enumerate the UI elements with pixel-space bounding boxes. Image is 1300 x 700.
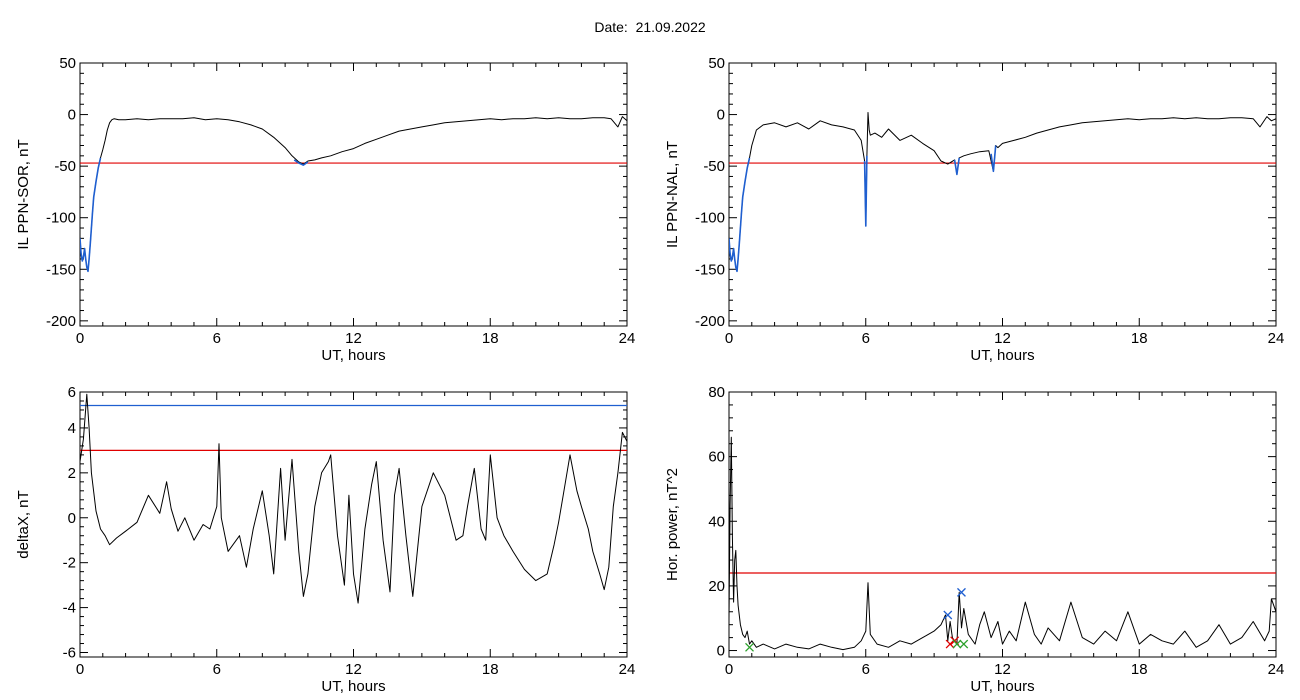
- marker-stroke: [945, 639, 955, 649]
- y-tick-label: -2: [63, 555, 76, 572]
- y-tick-label: 0: [68, 107, 76, 124]
- y-tick-label: -100: [695, 210, 725, 227]
- y-tick-label: 2: [68, 465, 76, 482]
- x-axis-label: UT, hours: [321, 678, 385, 695]
- x-axis-label: UT, hours: [321, 347, 385, 364]
- series-line: [80, 393, 627, 604]
- y-tick-label: 60: [708, 449, 725, 466]
- data-marker: [959, 639, 969, 649]
- x-tick-label: 18: [482, 661, 499, 678]
- x-tick-label: 0: [76, 661, 84, 678]
- y-tick-label: 4: [68, 420, 76, 437]
- plot-frame: [728, 391, 1277, 658]
- x-tick-label: 0: [725, 661, 733, 678]
- x-axis-label: UT, hours: [970, 347, 1034, 364]
- x-tick-label: 12: [345, 330, 362, 347]
- series-line: [729, 436, 1276, 651]
- x-tick-label: 6: [862, 661, 870, 678]
- series-line: [729, 112, 1276, 272]
- chart-panel-deltax: 0 6 12 18 24 6 4 2 0 -2 -4 -6 UT, hours deltaX, nT: [15, 384, 635, 695]
- x-tick-label: 6: [213, 661, 221, 678]
- y-tick-label: -6: [63, 645, 76, 662]
- x-tick-label: 0: [725, 330, 733, 347]
- x-tick-label: 18: [482, 330, 499, 347]
- series-line: [953, 157, 960, 176]
- plot-area: [80, 116, 627, 273]
- y-tick-label: -200: [695, 313, 725, 330]
- y-tick-label: -4: [63, 600, 76, 617]
- y-tick-label: -150: [695, 261, 725, 278]
- y-tick-label: 0: [717, 643, 725, 660]
- data-marker: [952, 639, 962, 649]
- y-tick-label: 50: [59, 55, 76, 72]
- page-title: Date: 21.09.2022: [594, 19, 706, 35]
- y-tick-label: -50: [54, 158, 76, 175]
- x-tick-label: 12: [345, 661, 362, 678]
- series-line: [863, 155, 868, 227]
- y-axis-label: IL PPN-NAL, nT: [664, 141, 681, 248]
- plot-area: [729, 112, 1276, 273]
- x-tick-label: 24: [1268, 330, 1285, 347]
- x-tick-label: 6: [862, 330, 870, 347]
- chart-panel-nal: 0 6 12 18 24 50 0 -50 -100 -150 -200 UT, hours IL PP…: [664, 55, 1284, 364]
- marker-stroke: [950, 636, 960, 646]
- y-tick-label: 40: [708, 513, 725, 530]
- marker-stroke: [943, 610, 953, 620]
- chart-panel-sor: 0 6 12 18 24 50 0 -50 -100 -150 -200 UT, hours IL PP…: [15, 55, 635, 364]
- x-tick-label: 24: [619, 661, 636, 678]
- data-marker: [957, 587, 966, 597]
- x-tick-label: 18: [1131, 330, 1148, 347]
- x-tick-label: 24: [619, 330, 636, 347]
- series-line: [729, 157, 751, 273]
- series-line: [80, 116, 627, 272]
- y-tick-label: 6: [68, 384, 76, 401]
- x-tick-label: 12: [994, 661, 1011, 678]
- series-line: [293, 159, 309, 166]
- y-axis-label: Hor. power, nT^2: [664, 468, 681, 581]
- y-tick-label: -150: [46, 261, 76, 278]
- series-line: [80, 157, 102, 273]
- x-tick-label: 12: [994, 330, 1011, 347]
- y-tick-label: -200: [46, 313, 76, 330]
- y-tick-label: -50: [703, 158, 725, 175]
- plot-frame: [79, 391, 628, 658]
- y-axis-label: deltaX, nT: [15, 490, 32, 558]
- marker-stroke: [745, 642, 754, 652]
- y-tick-label: -100: [46, 210, 76, 227]
- marker-stroke: [952, 639, 962, 649]
- data-marker: [943, 610, 953, 620]
- x-tick-label: 24: [1268, 661, 1285, 678]
- y-axis-label: IL PPN-SOR, nT: [15, 139, 32, 249]
- plot-area: [729, 436, 1276, 652]
- chart-panel-hor: 0 6 12 18 24 80 60 40 20 0 UT, hours Hor. power, nT…: [664, 384, 1284, 695]
- x-tick-label: 0: [76, 330, 84, 347]
- plot-frame: [728, 62, 1277, 327]
- x-tick-label: 18: [1131, 661, 1148, 678]
- x-tick-label: 6: [213, 330, 221, 347]
- y-tick-label: 0: [68, 510, 76, 527]
- plot-frame: [79, 62, 628, 327]
- y-tick-label: 20: [708, 578, 725, 595]
- plot-area: [80, 393, 627, 604]
- marker-stroke: [959, 639, 969, 649]
- data-marker: [945, 639, 955, 649]
- y-tick-label: 0: [717, 107, 725, 124]
- y-tick-label: 50: [708, 55, 725, 72]
- data-marker: [745, 642, 754, 652]
- y-tick-label: 80: [708, 384, 725, 401]
- series-line: [990, 145, 997, 173]
- x-axis-label: UT, hours: [970, 678, 1034, 695]
- marker-stroke: [957, 587, 966, 597]
